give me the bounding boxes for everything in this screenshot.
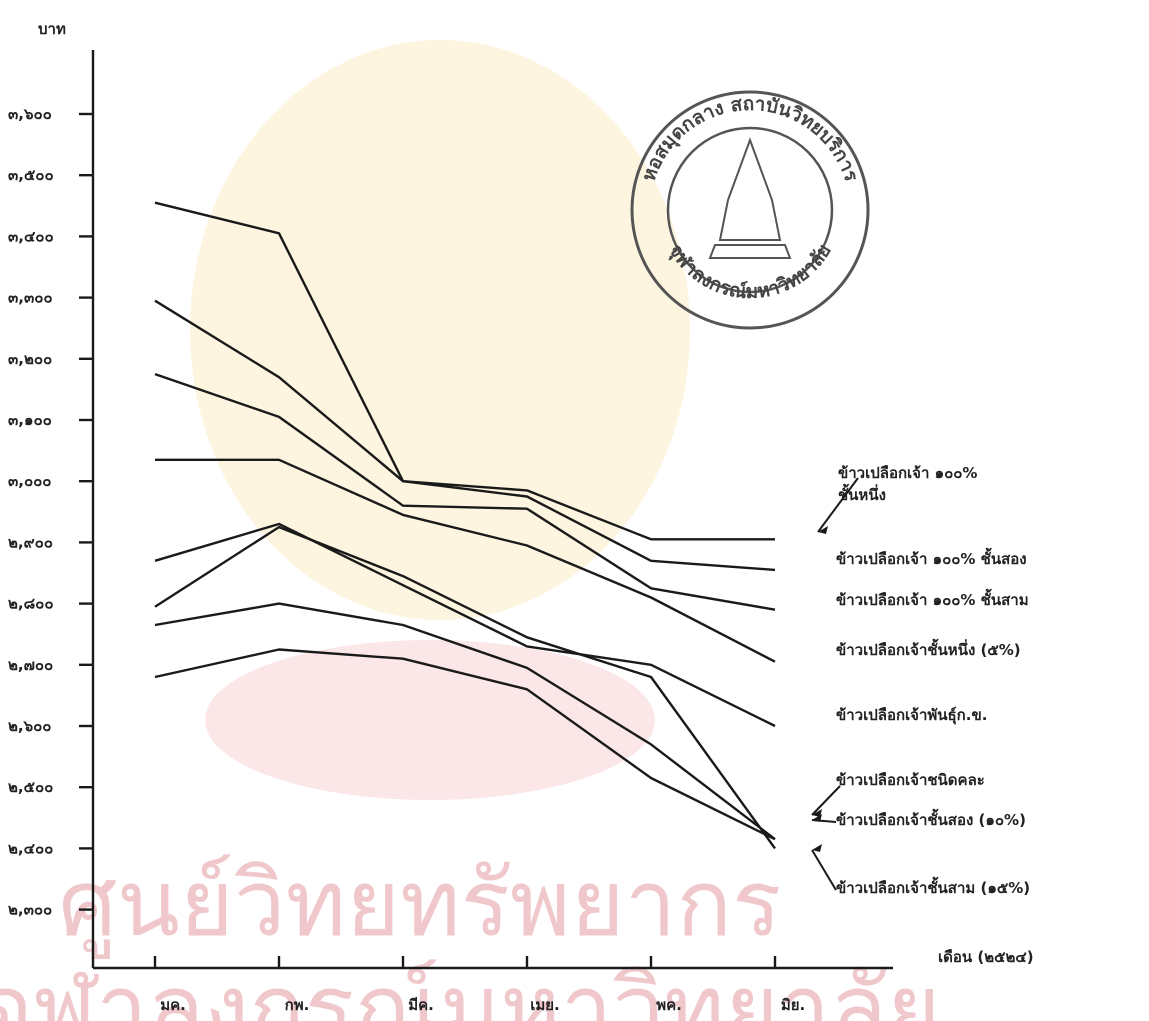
leader-arrow (811, 849, 837, 891)
series-line (154, 201, 775, 541)
series-line (154, 522, 776, 728)
stamp-outer-ring (630, 90, 870, 330)
series-line (154, 648, 776, 841)
y-tick-label: ๒,๓๐๐ (8, 901, 52, 919)
y-tick-label: ๓,๔๐๐ (8, 227, 54, 245)
x-axis-ticks: มค. กพ. มีค. เมย. พค. มิย. (153, 956, 805, 1014)
y-tick-label: ๒,๔๐๐ (8, 839, 53, 857)
series-line (154, 299, 776, 572)
y-tick-label: ๒,๖๐๐ (8, 717, 51, 735)
x-tick-label: มีค. (408, 996, 434, 1014)
library-stamp: หอสมุดกลาง สถาบันวิทยบริการ จุฬาลงกรณ์มห… (630, 90, 870, 330)
y-tick-label: ๓,๒๐๐ (8, 350, 52, 368)
series-line (154, 372, 776, 611)
y-tick-label: ๓,๕๐๐ (8, 166, 54, 184)
series-label: ข้าวเปลือกเจ้า ๑๐๐% ชั้นสอง (836, 547, 1027, 568)
series-label: ข้าวเปลือกเจ้า ๑๐๐%ชั้นหนึ่ง (838, 464, 977, 504)
y-tick-label: ๓,๐๐๐ (8, 472, 51, 490)
series-label: ข้าวเปลือกเจ้าชนิดคละ (836, 771, 985, 789)
series-label: ข้าวเปลือกเจ้า ๑๐๐% ชั้นสาม (836, 588, 1029, 609)
watermark-sunburst (190, 40, 690, 620)
stamp-inner-ring (666, 126, 834, 294)
stamp-emblem-icon (708, 137, 792, 259)
x-tick-label: เมย. (530, 996, 560, 1014)
stamp-bottom-text: จุฬาลงกรณ์มหาวิทยาลัย (664, 240, 836, 303)
arrowhead-icon (818, 526, 828, 534)
leader-arrow (817, 477, 859, 533)
series-label: ข้าวเปลือกเจ้าชั้นสอง (๑๐%) (836, 808, 1026, 829)
watermark-text-group: ศูนย์วิทยทรัพยากร จุฬาลงกรณ์มหาวิทยาลัย (0, 850, 941, 1021)
arrowhead-icon (812, 814, 822, 822)
y-tick-label: ๓,๖๐๐ (8, 105, 52, 123)
y-tick-label: ๓,๑๐๐ (8, 411, 52, 429)
x-tick-label: พค. (656, 996, 682, 1014)
series-label: ข้าวเปลือกเจ้าพันธุ์ก.ข. (836, 706, 987, 725)
y-tick-label: ๒,๗๐๐ (8, 656, 53, 674)
x-tick-label: มค. (160, 996, 186, 1014)
series-line (154, 525, 776, 850)
watermark-line2: จุฬาลงกรณ์มหาวิทยาลัย (0, 955, 941, 1021)
y-tick-label: ๒,๕๐๐ (8, 778, 53, 796)
x-axis-title: เดือน (๒๕๒๔) (938, 948, 1034, 966)
series-line (154, 602, 776, 841)
watermark-emblem (190, 40, 690, 800)
y-axis-ticks: ๒,๓๐๐ ๒,๔๐๐ ๒,๕๐๐ ๒,๖๐๐ ๒,๗๐๐ ๒,๘๐๐ ๒,๙๐๐ ๓,๐๐๐… (8, 105, 93, 919)
y-tick-label: ๒,๙๐๐ (8, 533, 53, 551)
arrowhead-icon (812, 809, 822, 817)
watermark-line1: ศูนย์วิทยทรัพยากร (59, 850, 782, 959)
x-tick-label: กพ. (285, 996, 310, 1014)
watermark-base-ellipse (205, 640, 655, 800)
series-label: ข้าวเปลือกเจ้าชั้นหนึ่ง (๕%) (836, 638, 1021, 659)
series-label: ข้าวเปลือกเจ้าชั้นสาม (๑๕%) (836, 876, 1030, 897)
x-tick-label: มิย. (781, 996, 805, 1014)
series-labels: ข้าวเปลือกเจ้า ๑๐๐%ชั้นหนึ่งข้าวเปลือกเจ… (811, 464, 1030, 897)
series-line (155, 458, 776, 663)
y-axis-unit-label: บาท (38, 20, 66, 38)
y-tick-label: ๒,๘๐๐ (8, 595, 53, 613)
arrowhead-icon (812, 844, 822, 852)
leader-arrow (811, 785, 841, 816)
y-tick-label: ๓,๓๐๐ (8, 289, 53, 307)
series-lines (154, 201, 776, 850)
